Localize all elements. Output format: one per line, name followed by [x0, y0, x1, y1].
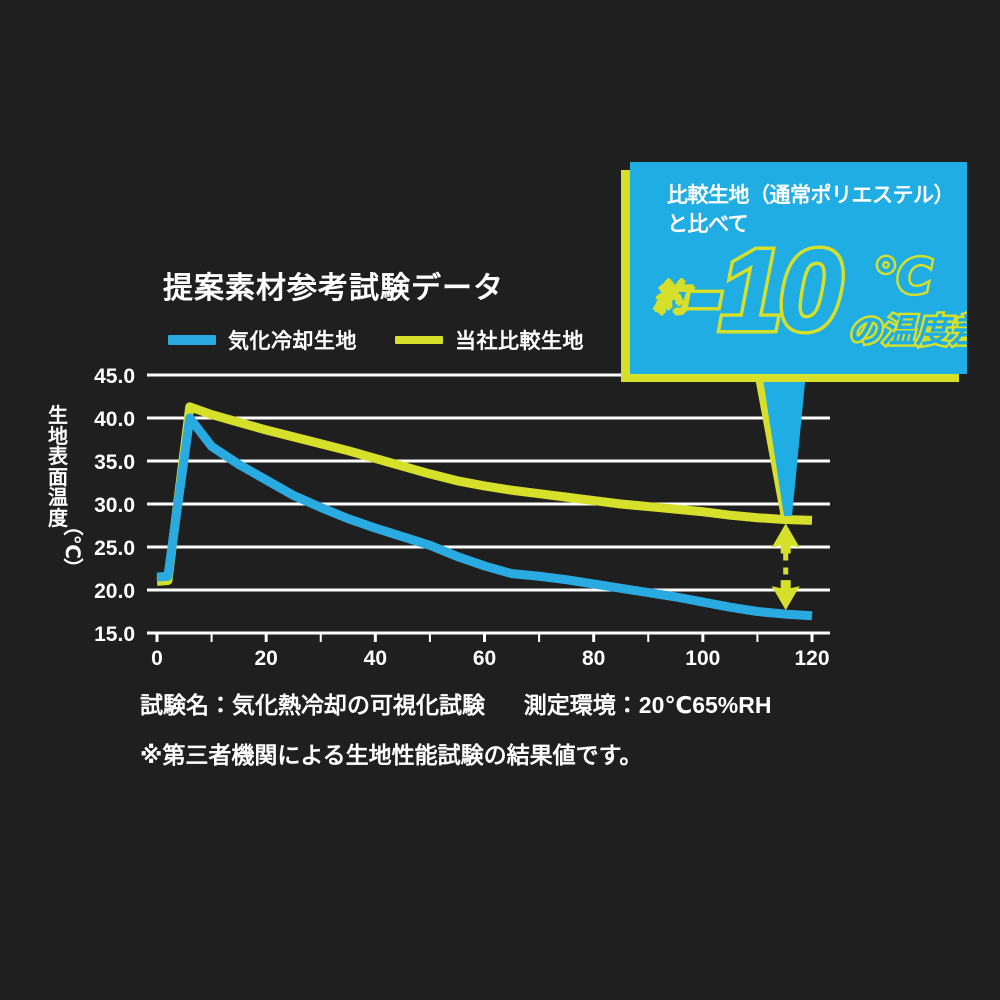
legend-item-cooling-fabric: 気化冷却生地	[168, 325, 357, 355]
legend-swatch-icon-blue	[168, 335, 216, 345]
callout-celsius-stroke: ℃	[871, 251, 934, 304]
footer-note: ※第三者機関による生地性能試験の結果値です。	[140, 742, 643, 768]
y-axis-title-text: 生地表面温度	[48, 405, 68, 530]
callout-number: -10	[685, 225, 843, 355]
footer-environment: 測定環境：20℃65%RH	[523, 692, 772, 718]
legend-label-cooling-fabric: 気化冷却生地	[228, 330, 357, 353]
temperature-difference-arrow	[771, 523, 800, 611]
y-tick-label: 25.0	[94, 537, 135, 560]
y-tick-label: 30.0	[94, 494, 135, 517]
callout-headline: 約 -10 -10 ℃ ℃ の温度差 の温度差	[652, 229, 968, 368]
footer-test-name: 試験名：気化熱冷却の可視化試験	[140, 692, 485, 718]
legend-item-comparison-fabric: 当社比較生地	[395, 325, 584, 355]
legend-label-comparison-fabric: 当社比較生地	[455, 330, 584, 353]
callout-box: 比較生地（通常ポリエステル）と比べて 約 -10 -10 ℃ ℃ の温度差 の温…	[630, 162, 967, 374]
chart-x-axis	[147, 631, 830, 642]
callout-approx-text: 約	[654, 279, 690, 318]
x-tick-label: 60	[473, 647, 496, 670]
y-tick-label: 20.0	[94, 580, 135, 603]
callout-celsius: ℃	[874, 251, 933, 304]
chart-gridlines	[147, 373, 830, 635]
x-tick-label: 20	[254, 647, 277, 670]
callout-lead-text: 比較生地（通常ポリエステル）と比べて	[667, 184, 955, 236]
chart-legend: 気化冷却生地 当社比較生地	[168, 325, 584, 355]
chart-x-tick-labels: 0 20 40 60 80 100 120	[151, 647, 829, 670]
y-axis-title: 生地表面温度 （℃）	[41, 405, 83, 577]
x-tick-label: 120	[794, 647, 829, 670]
callout-number-stroke: -10	[682, 225, 847, 355]
x-tick-label: 100	[685, 647, 720, 670]
callout-tail-stroke: の温度差	[846, 312, 968, 350]
callout-pointer-tail	[754, 372, 806, 518]
y-tick-label: 15.0	[94, 623, 135, 646]
page-title: 提案素材参考試験データ	[163, 272, 504, 305]
x-tick-label: 80	[582, 647, 605, 670]
x-tick-label: 0	[151, 647, 163, 670]
legend-swatch-icon-yellow	[395, 336, 443, 344]
chart-y-tick-labels: 15.0 20.0 25.0 30.0 35.0 40.0 45.0	[94, 365, 135, 646]
y-tick-label: 45.0	[94, 365, 135, 388]
chart-series-layer	[156, 402, 813, 621]
y-tick-label: 40.0	[94, 408, 135, 431]
footer-test-info: 試験名：気化熱冷却の可視化試験 測定環境：20℃65%RH	[140, 686, 771, 720]
callout-tail-text: の温度差	[848, 312, 967, 349]
y-tick-label: 35.0	[94, 451, 135, 474]
x-tick-label: 40	[364, 647, 387, 670]
